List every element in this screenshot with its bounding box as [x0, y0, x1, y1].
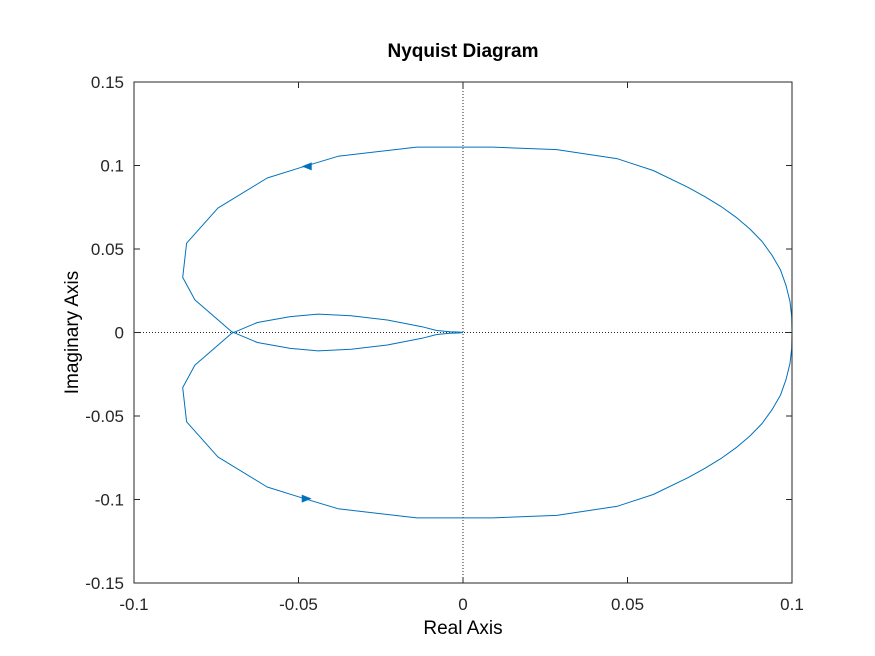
y-tick-labels: -0.15 -0.1 -0.05 0 0.05 0.1 0.15: [85, 73, 124, 593]
y-axis-label: Imaginary Axis: [62, 271, 83, 395]
reference-lines: [134, 82, 792, 583]
y-tick-label: -0.1: [95, 491, 124, 510]
y-tick-label: 0.05: [91, 240, 124, 259]
x-tick-label: 0.05: [611, 595, 644, 614]
x-tick-label: 0.1: [780, 595, 804, 614]
x-tick-label: -0.1: [119, 595, 148, 614]
x-tick-labels: -0.1 -0.05 0 0.05 0.1: [119, 595, 803, 614]
y-tick-label: -0.05: [85, 407, 124, 426]
y-tick-label: 0.1: [100, 157, 124, 176]
y-tick-label: 0: [115, 324, 124, 343]
chart-title: Nyquist Diagram: [388, 41, 539, 62]
y-tick-label: -0.15: [85, 574, 124, 593]
series-line-negative-frequency: [182, 146, 793, 352]
x-tick-label: 0: [458, 595, 467, 614]
series-layer: [182, 146, 793, 519]
direction-arrows: [301, 162, 312, 503]
series-line-positive-frequency: [182, 313, 793, 519]
direction-arrow-2: [301, 494, 312, 503]
x-tick-label: -0.05: [279, 595, 318, 614]
direction-arrow-1: [301, 162, 312, 171]
y-tick-label: 0.15: [91, 73, 124, 92]
x-axis-label: Real Axis: [423, 618, 502, 639]
tick-marks: [133, 81, 793, 584]
